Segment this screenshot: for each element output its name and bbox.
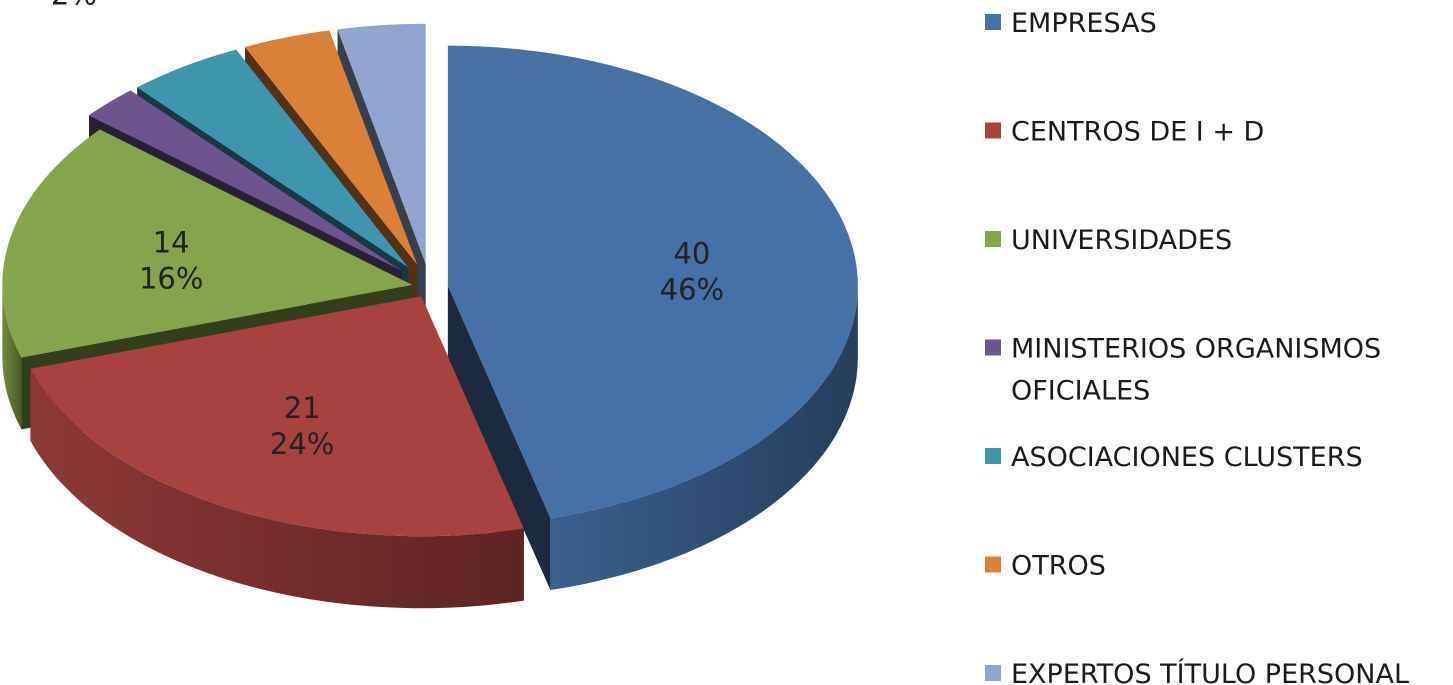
legend-label-6: EXPERTOS TÍTULO PERSONAL bbox=[1011, 658, 1409, 685]
data-label-percent-3: 2% bbox=[51, 0, 97, 11]
legend-label-2: UNIVERSIDADES bbox=[1011, 225, 1232, 256]
slice-universidades bbox=[2, 129, 413, 358]
data-label-value-2: 14 bbox=[153, 226, 190, 260]
slice-empresas bbox=[447, 45, 858, 519]
slice-outer-wall-0 bbox=[550, 285, 858, 591]
slice-asociaciones-clusters bbox=[137, 49, 409, 268]
legend-item-1: CENTROS DE I + D bbox=[985, 117, 1264, 148]
pie-tops bbox=[2, 23, 858, 537]
legend-swatch-4 bbox=[985, 448, 1001, 464]
slice-ministerios-organismos-oficiales bbox=[88, 90, 402, 271]
legend-item-3: MINISTERIOS ORGANISMOS OFICIALES bbox=[985, 334, 1381, 407]
legend-swatch-0 bbox=[985, 14, 1001, 30]
data-label-percent-2: 16% bbox=[139, 262, 203, 296]
legend-item-6: EXPERTOS TÍTULO PERSONAL bbox=[985, 658, 1409, 685]
legend-item-4: ASOCIACIONES CLUSTERS bbox=[985, 442, 1363, 473]
legend-label-1: CENTROS DE I + D bbox=[1011, 117, 1264, 148]
data-label-percent-0: 46% bbox=[660, 273, 724, 307]
data-label-value-0: 40 bbox=[673, 237, 710, 271]
slice-side-0 bbox=[447, 285, 858, 591]
legend-swatch-1 bbox=[985, 122, 1001, 139]
legend: EMPRESAS CENTROS DE I + D UNIVERSIDADES MIN… bbox=[985, 8, 1409, 685]
slice-outer-wall-1 bbox=[30, 368, 524, 609]
legend-item-0: EMPRESAS bbox=[985, 8, 1157, 39]
legend-label-3-line-1: OFICIALES bbox=[1011, 376, 1150, 407]
legend-item-2: UNIVERSIDADES bbox=[985, 225, 1232, 256]
slice-otros bbox=[245, 30, 418, 265]
legend-label-0: EMPRESAS bbox=[1011, 8, 1157, 39]
slice-centros-de-i-d bbox=[30, 296, 524, 537]
legend-label-4: ASOCIACIONES CLUSTERS bbox=[1011, 442, 1363, 473]
legend-label-5: OTROS bbox=[1011, 551, 1106, 582]
slice-wall-0-1 bbox=[447, 285, 551, 591]
legend-item-5: OTROS bbox=[985, 551, 1106, 582]
slice-expertos-t-tulo-personal bbox=[337, 23, 426, 264]
legend-label-3: MINISTERIOS ORGANISMOS bbox=[1011, 334, 1381, 365]
legend-swatch-6 bbox=[985, 665, 1001, 681]
slice-outer-wall-2 bbox=[2, 284, 22, 430]
legend-swatch-2 bbox=[985, 231, 1001, 247]
data-label-percent-1: 24% bbox=[270, 427, 334, 461]
data-label-value-1: 21 bbox=[284, 391, 321, 425]
legend-swatch-3 bbox=[985, 339, 1001, 356]
legend-swatch-5 bbox=[985, 556, 1001, 573]
